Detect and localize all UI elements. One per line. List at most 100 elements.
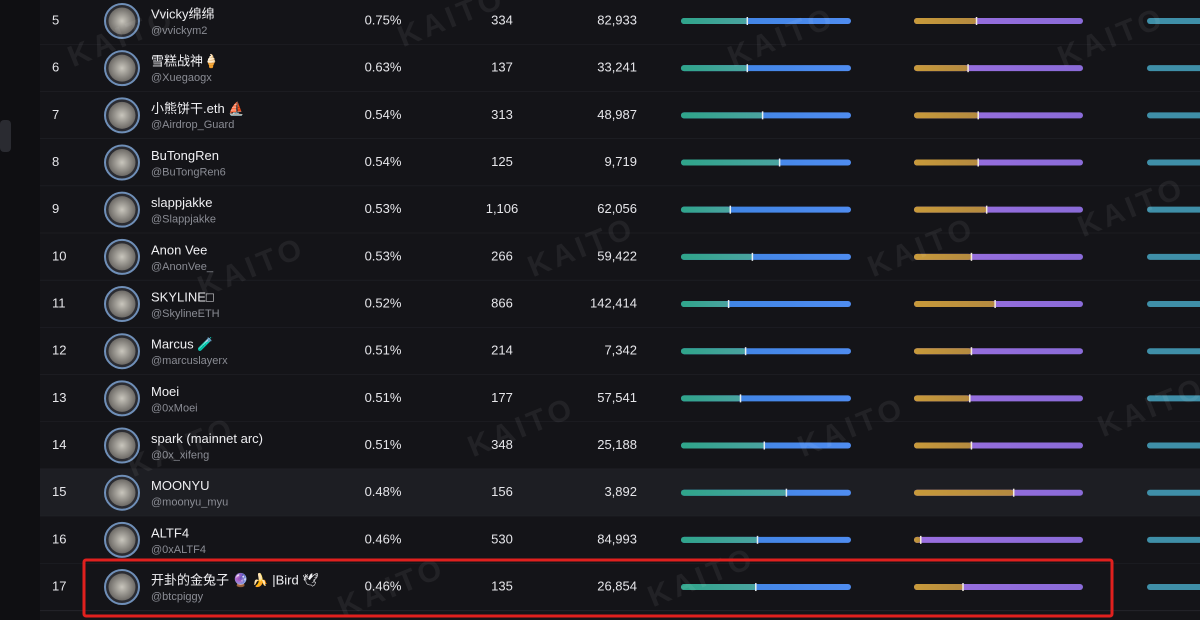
- handle: @AnonVee_: [151, 261, 214, 273]
- rank: 13: [52, 390, 66, 405]
- count-a: 137: [491, 60, 513, 75]
- mindshare: 0.46%: [365, 578, 402, 593]
- handle: @0xMoei: [151, 402, 198, 414]
- display-name: SKYLINE□: [151, 289, 214, 304]
- row[interactable]: 8 BuTongRen @BuTongRen6 0.54% 125 9,719: [40, 138, 1200, 187]
- row[interactable]: 17 开卦的金兔子 🔮 🍌 |Bird 🕊 @btcpiggy 0.46% 135 26,…: [40, 563, 1200, 612]
- bar-b-left: [914, 159, 979, 166]
- count-a: 266: [491, 248, 513, 263]
- bar-c: [1147, 442, 1200, 449]
- row[interactable]: 6 雪糕战神🍦 @Xuegaogx 0.63% 137 33,241: [40, 44, 1200, 93]
- sidebar: [0, 0, 40, 620]
- handle: @0x_xifeng: [151, 449, 209, 461]
- row[interactable]: 11 SKYLINE□ @SkylineETH 0.52% 866 142,414: [40, 280, 1200, 329]
- bar-b-left: [914, 65, 969, 72]
- rank: 10: [52, 248, 66, 263]
- count-a: 348: [491, 437, 513, 452]
- bar-c: [1147, 18, 1200, 24]
- avatar: [108, 290, 136, 318]
- row[interactable]: 7 小熊饼干.eth ⛵ @Airdrop_Guard 0.54% 313 48,987: [40, 91, 1200, 140]
- rank: 5: [52, 12, 59, 27]
- handle: @BuTongRen6: [151, 166, 226, 178]
- bar-c: [1147, 584, 1200, 591]
- mindshare: 0.52%: [365, 295, 402, 310]
- bar-c: [1147, 112, 1200, 119]
- handle: @Airdrop_Guard: [151, 119, 234, 131]
- display-name: BuTongRen: [151, 148, 219, 163]
- count-b: 57,541: [597, 390, 637, 405]
- mindshare: 0.63%: [365, 60, 402, 75]
- bar-a-left: [681, 442, 765, 449]
- sidebar-button[interactable]: [0, 120, 11, 152]
- row[interactable]: 16 ALTF4 @0xALTF4 0.46% 530 84,993: [40, 516, 1200, 564]
- display-name: 开卦的金兔子 🔮 🍌 |Bird 🕊: [151, 572, 319, 587]
- mindshare: 0.53%: [365, 248, 402, 263]
- count-a: 334: [491, 12, 513, 27]
- display-name: 小熊饼干.eth ⛵: [151, 101, 244, 116]
- row[interactable]: 13 Moei @0xMoei 0.51% 177 57,541: [40, 374, 1200, 423]
- count-b: 59,422: [597, 248, 637, 263]
- count-a: 866: [491, 295, 513, 310]
- count-b: 25,188: [597, 437, 637, 452]
- handle: @0xALTF4: [151, 544, 206, 556]
- bar-b-left: [914, 584, 964, 591]
- avatar: [108, 573, 136, 601]
- avatar: [108, 432, 136, 460]
- bar-b-left: [914, 489, 1014, 496]
- bar-b-left: [914, 253, 972, 260]
- row[interactable]: 9 slappjakke @Slappjakke 0.53% 1,106 62,056: [40, 186, 1200, 234]
- count-a: 1,106: [486, 201, 519, 216]
- row[interactable]: 10 Anon Vee @AnonVee_ 0.53% 266 59,422: [40, 233, 1200, 281]
- avatar: [108, 196, 136, 224]
- rows: 5 Vvicky绵绵 @vvickym2 0.75% 334 82,933 6 雪糕战神🍦 @X…: [40, 0, 1200, 612]
- bar-a-left: [681, 18, 748, 24]
- mindshare: 0.54%: [365, 107, 402, 122]
- bar-c: [1147, 301, 1200, 308]
- mindshare: 0.51%: [365, 343, 402, 358]
- highlight-box: [82, 558, 1114, 618]
- handle: @moonyu_myu: [151, 497, 228, 509]
- handle: @btcpiggy: [151, 591, 204, 603]
- bar-c: [1147, 395, 1200, 402]
- bar-c: [1147, 206, 1200, 213]
- bar-b-left: [914, 112, 979, 119]
- display-name: ALTF4: [151, 525, 189, 540]
- mindshare: 0.46%: [365, 531, 402, 546]
- row[interactable]: 5 Vvicky绵绵 @vvickym2 0.75% 334 82,933: [40, 0, 1200, 46]
- count-a: 214: [491, 343, 513, 358]
- count-b: 26,854: [597, 578, 637, 593]
- count-a: 530: [491, 531, 513, 546]
- bar-a-left: [681, 348, 746, 355]
- count-b: 33,241: [597, 60, 637, 75]
- avatar: [108, 384, 136, 412]
- bar-a-left: [681, 301, 729, 308]
- avatar: [108, 54, 136, 82]
- count-b: 9,719: [604, 154, 637, 169]
- bar-c: [1147, 65, 1200, 72]
- rank: 12: [52, 343, 66, 358]
- display-name: spark (mainnet arc): [151, 431, 263, 446]
- row[interactable]: 14 spark (mainnet arc) @0x_xifeng 0.51% 348 2…: [40, 421, 1200, 470]
- mindshare: 0.54%: [365, 154, 402, 169]
- count-a: 135: [491, 578, 513, 593]
- display-name: Marcus 🧪: [151, 337, 213, 352]
- count-a: 125: [491, 154, 513, 169]
- avatar: [108, 101, 136, 129]
- handle: @marcuslayerx: [151, 355, 228, 367]
- bar-a-left: [681, 253, 753, 260]
- display-name: MOONYU: [151, 478, 210, 493]
- bar-a-left: [681, 112, 763, 119]
- bar-a-left: [681, 489, 787, 496]
- display-name: slappjakke: [151, 195, 212, 210]
- bar-c: [1147, 159, 1200, 166]
- mindshare: 0.53%: [365, 201, 402, 216]
- display-name: Moei: [151, 384, 179, 399]
- row[interactable]: 15 MOONYU @moonyu_myu 0.48% 156 3,892: [40, 469, 1200, 517]
- count-a: 177: [491, 390, 513, 405]
- count-b: 84,993: [597, 531, 637, 546]
- rank: 6: [52, 60, 59, 75]
- bar-a-left: [681, 206, 731, 213]
- row[interactable]: 12 Marcus 🧪 @marcuslayerx 0.51% 214 7,342: [40, 327, 1200, 376]
